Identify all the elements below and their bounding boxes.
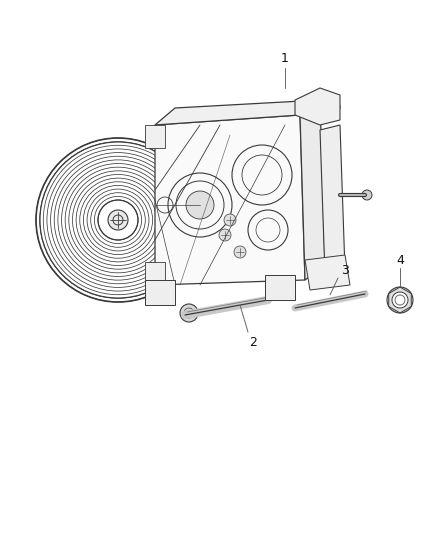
Polygon shape — [145, 280, 175, 305]
Circle shape — [219, 229, 231, 241]
Circle shape — [150, 282, 170, 302]
Text: 2: 2 — [249, 335, 257, 349]
Polygon shape — [155, 100, 320, 125]
Circle shape — [146, 128, 164, 146]
Polygon shape — [305, 255, 350, 290]
Circle shape — [320, 97, 340, 117]
Polygon shape — [145, 125, 165, 148]
Circle shape — [108, 210, 128, 230]
Polygon shape — [145, 262, 165, 285]
Polygon shape — [320, 125, 345, 275]
Circle shape — [146, 264, 164, 282]
Circle shape — [186, 191, 214, 219]
Polygon shape — [295, 88, 340, 125]
Polygon shape — [155, 115, 305, 285]
Polygon shape — [265, 275, 295, 300]
Text: 3: 3 — [341, 263, 349, 277]
Circle shape — [224, 214, 236, 226]
Polygon shape — [300, 100, 325, 280]
Circle shape — [270, 277, 290, 297]
Text: 4: 4 — [396, 254, 404, 266]
Circle shape — [387, 287, 413, 313]
Circle shape — [180, 304, 198, 322]
Text: 1: 1 — [281, 52, 289, 64]
Circle shape — [362, 190, 372, 200]
Circle shape — [234, 246, 246, 258]
Circle shape — [320, 262, 340, 282]
Circle shape — [392, 292, 408, 308]
